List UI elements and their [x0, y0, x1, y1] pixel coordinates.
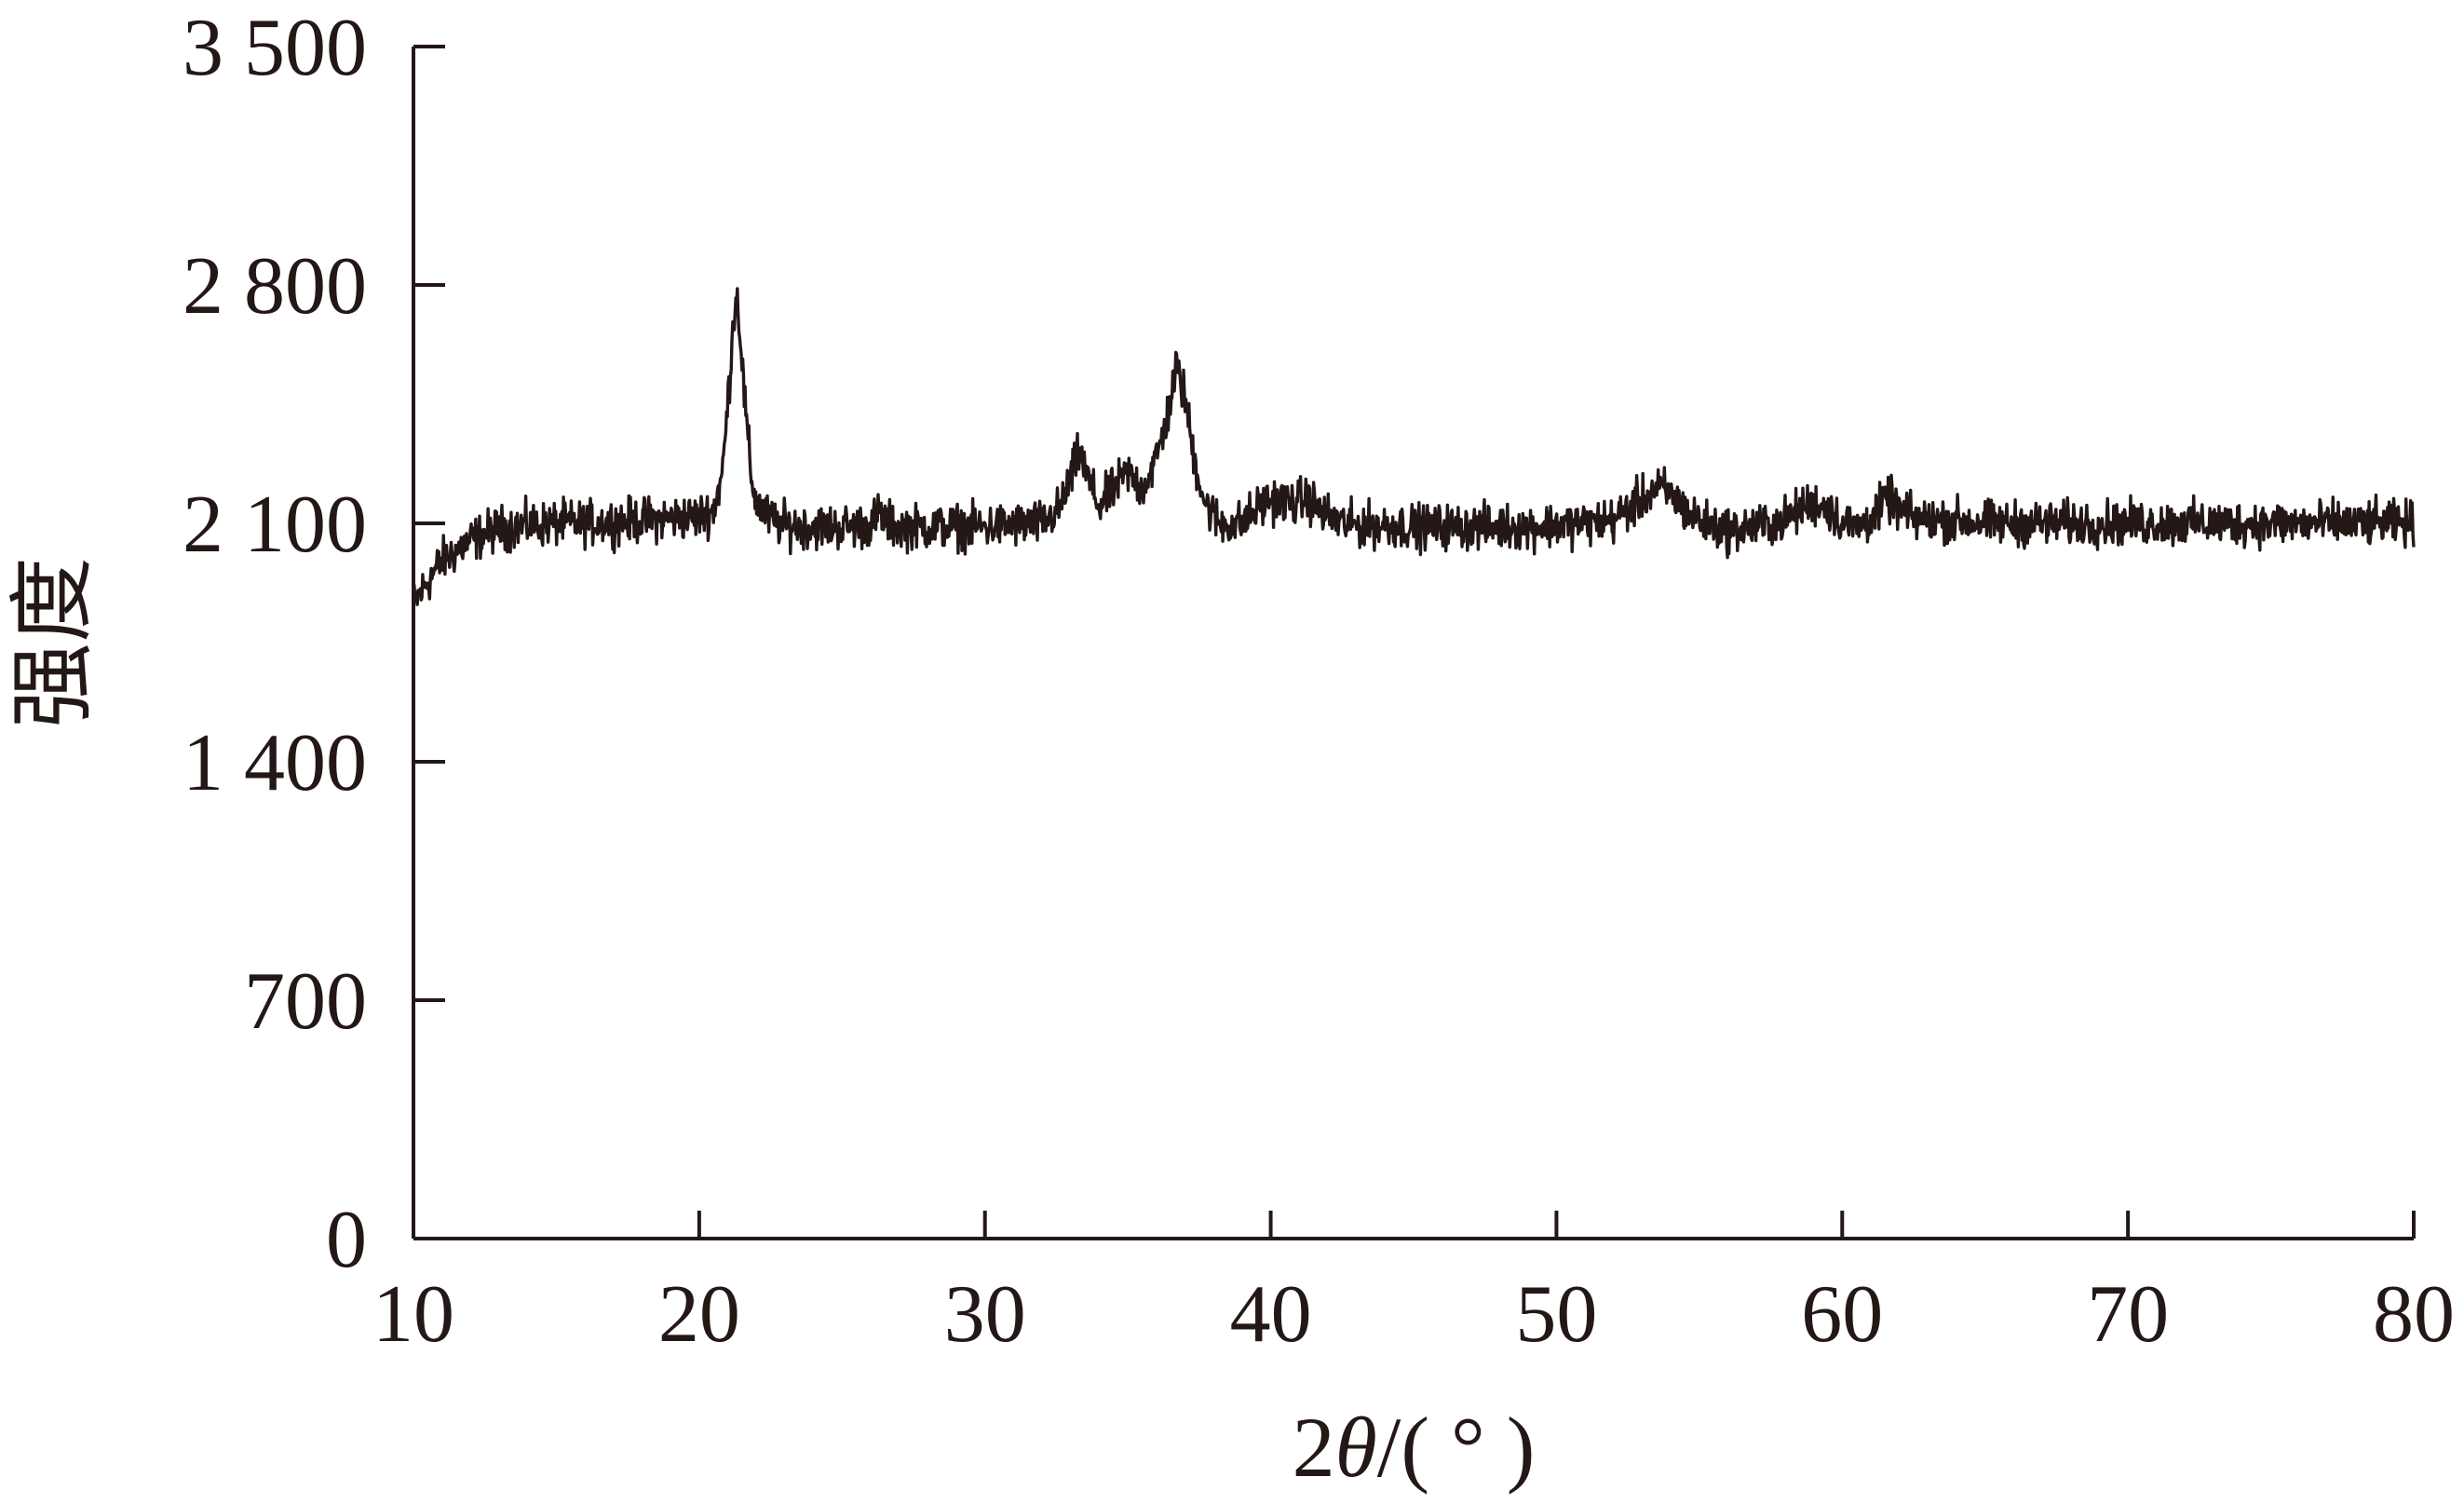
y-axis-title: 强度 — [6, 557, 101, 728]
x-tick-label: 60 — [1801, 1269, 1883, 1360]
x-tick-label: 40 — [1230, 1269, 1312, 1360]
x-tick-label: 20 — [658, 1269, 740, 1360]
x-tick-label: 50 — [1515, 1269, 1597, 1360]
xrd-intensity-trace — [412, 287, 2416, 606]
x-tick-label: 30 — [944, 1269, 1026, 1360]
trace-group — [412, 287, 2416, 606]
x-tick-label: 70 — [2087, 1269, 2169, 1360]
y-tick-label: 2 100 — [183, 480, 367, 570]
x-axis-title-prefix: 2 — [1293, 1400, 1335, 1495]
x-axis-title-symbol: θ — [1335, 1400, 1377, 1495]
x-axis-title-suffix: /( ° ) — [1377, 1400, 1536, 1495]
x-axis-title: 2θ/( ° ) — [1293, 1400, 1536, 1495]
y-tick-label: 2 800 — [183, 241, 367, 332]
y-ticks: 0 700 1 400 2 100 2 800 3 500 — [183, 3, 445, 1285]
y-tick-label: 0 — [326, 1195, 367, 1285]
y-tick-label: 1 400 — [183, 718, 367, 808]
x-tick-label: 10 — [372, 1269, 454, 1360]
y-tick-label: 3 500 — [183, 3, 367, 93]
axes — [412, 47, 2414, 1240]
x-ticks: 10 20 30 40 50 60 70 80 — [372, 1211, 2455, 1360]
y-tick-label: 700 — [244, 956, 367, 1047]
x-tick-label: 80 — [2373, 1269, 2455, 1360]
